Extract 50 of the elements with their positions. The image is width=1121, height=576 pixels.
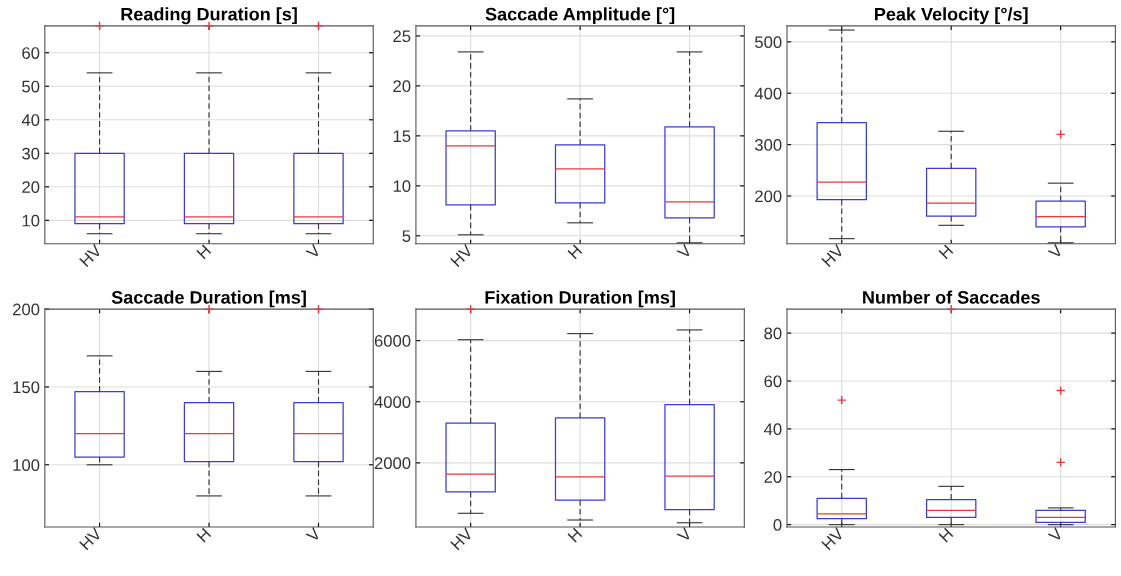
y-tick-label: 20 [393, 80, 411, 93]
y-tick-label: 6000 [374, 335, 411, 347]
y-tick-label: 400 [754, 87, 782, 100]
y-tick-label: 200 [13, 303, 40, 316]
y-tick-label: 100 [13, 459, 40, 471]
y-tick-label: 10 [393, 180, 411, 193]
y-tick-label: 40 [21, 114, 40, 126]
x-tick-label: H [196, 244, 212, 260]
x-tick-label: V [305, 243, 322, 260]
x-tick-label: V [1047, 526, 1064, 543]
x-tick-label: V [676, 243, 693, 260]
x-tick-label: HV [450, 243, 474, 268]
chart-title: Saccade Amplitude [°] [485, 7, 675, 25]
y-tick-label: 20 [22, 181, 40, 194]
y-tick-label: 15 [393, 130, 411, 143]
x-tick-label: H [938, 527, 954, 543]
x-tick-label: V [676, 526, 693, 543]
x-tick-label: HV [79, 243, 103, 268]
x-tick-label: H [196, 527, 212, 543]
y-tick-label: 300 [754, 139, 782, 151]
y-tick-label: 25 [393, 30, 411, 43]
x-tick-label: H [567, 244, 583, 260]
y-tick-label: 0 [773, 519, 782, 531]
x-tick-label: H [938, 244, 954, 260]
y-tick-label: 40 [763, 423, 782, 436]
y-tick-label: 500 [755, 36, 782, 49]
x-tick-label: HV [450, 526, 474, 551]
chart-title: Peak Velocity [°/s] [875, 7, 1028, 25]
y-tick-label: 30 [22, 147, 40, 160]
x-tick-label: HV [821, 243, 845, 268]
y-tick-label: 20 [764, 471, 782, 483]
x-tick-label: V [1047, 243, 1064, 260]
y-tick-label: 200 [755, 190, 782, 203]
y-tick-label: 80 [764, 327, 782, 340]
chart-title: Fixation Duration [ms] [485, 290, 675, 308]
x-tick-label: HV [821, 526, 845, 551]
x-tick-label: V [305, 526, 322, 543]
y-tick-label: 60 [764, 375, 782, 388]
x-tick-label: H [567, 527, 583, 543]
x-tick-label: HV [79, 526, 103, 551]
y-tick-label: 50 [22, 80, 40, 93]
chart-title: Reading Duration [s] [121, 7, 297, 25]
y-tick-label: 5 [402, 230, 411, 243]
y-tick-label: 10 [22, 214, 40, 227]
chart-title: Saccade Duration [ms] [111, 290, 306, 308]
y-tick-label: 150 [13, 381, 40, 394]
y-tick-label: 60 [22, 47, 40, 59]
y-tick-label: 4000 [374, 396, 411, 408]
chart-title: Number of Saccades [863, 290, 1040, 304]
y-tick-label: 2000 [374, 457, 411, 470]
